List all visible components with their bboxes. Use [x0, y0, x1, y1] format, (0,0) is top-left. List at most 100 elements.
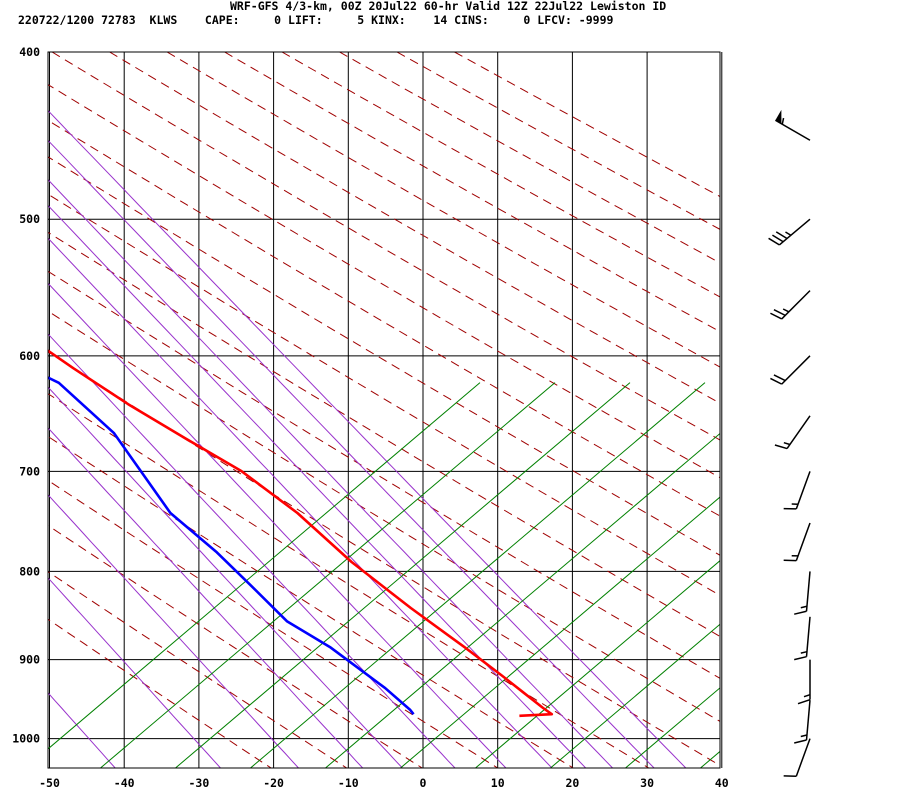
barb-flag [797, 698, 811, 705]
chart-title: WRF-GFS 4/3-km, 00Z 20Jul22 60-hr Valid … [230, 0, 667, 13]
x-tick-label: 20 [565, 776, 579, 790]
x-tick-label: 0 [420, 776, 427, 790]
mixing-ratio-line [48, 178, 613, 768]
y-tick-label: 600 [19, 349, 40, 363]
wind-barb [783, 471, 811, 510]
barb-flag [770, 377, 783, 385]
barb-pennant [775, 109, 782, 124]
barb-half-flag [800, 650, 808, 654]
axis-tick-labels: -50 -40 -30 -20 -10 0 10 20 30 40 400 500 600 700 800 9… [12, 45, 728, 790]
dry-adiabat [48, 119, 720, 517]
wind-barb [794, 571, 811, 615]
barb-staff [786, 415, 811, 450]
wind-barb [774, 109, 811, 141]
barb-flag [768, 237, 780, 246]
barb-flag [772, 234, 784, 243]
wind-barb [797, 659, 811, 705]
sounding-stats: 220722/1200 72783 KLWS CAPE: 0 LIFT: 5 K… [18, 13, 614, 27]
wind-barb [774, 415, 811, 450]
mixing-ratio-line [48, 333, 456, 768]
wind-barb [783, 738, 811, 777]
dry-adiabat [48, 524, 423, 768]
dry-adiabat [48, 84, 720, 479]
mixing-ratio-line [48, 577, 221, 768]
mixing-ratio-line [48, 427, 364, 768]
y-tick-label: 500 [19, 212, 40, 226]
dry-adiabat [48, 435, 574, 768]
dewpoint-profile [48, 376, 415, 716]
y-tick-label: 800 [19, 564, 40, 578]
dry-adiabat [48, 270, 720, 679]
moist-adiabat [324, 432, 720, 768]
mixing-ratio-line [48, 282, 507, 768]
mixing-ratio-line [48, 204, 587, 768]
dry-adiabat [339, 52, 720, 264]
barb-staff [795, 471, 811, 510]
dry-adiabat [396, 52, 720, 230]
mixing-ratio-line [48, 237, 553, 768]
mixing-ratio-line [48, 494, 299, 768]
y-tick-label: 700 [19, 464, 40, 478]
barb-flag [794, 739, 807, 744]
moist-adiabat [48, 382, 481, 750]
barb-flag [770, 312, 783, 320]
grid-lines [48, 51, 723, 768]
plot-frame [47, 51, 721, 769]
dry-adiabat [281, 52, 720, 298]
barb-staff [778, 218, 811, 246]
barb-staff [781, 355, 811, 385]
barb-flag [773, 309, 786, 317]
wind-barb [770, 290, 811, 320]
y-tick-label: 1000 [12, 732, 40, 746]
barb-flag [775, 231, 788, 240]
wind-barbs [768, 109, 811, 777]
mixing-ratio-line [48, 386, 403, 768]
moist-adiabat [99, 382, 556, 768]
barb-staff [805, 571, 811, 612]
barb-staff [781, 290, 811, 320]
y-tick-label: 400 [19, 45, 40, 59]
x-tick-label: 10 [491, 776, 505, 790]
dry-adiabat [48, 156, 720, 556]
temperature-profile [48, 349, 554, 718]
barb-flag [774, 444, 788, 450]
wind-barb [794, 616, 811, 661]
wind-barb [783, 522, 811, 562]
barb-half-flag [783, 441, 791, 446]
wind-barb [794, 700, 811, 744]
moist-adiabat [399, 496, 720, 768]
sounding-profiles [48, 349, 554, 718]
mixing-ratio-line [48, 692, 116, 768]
barb-staff [805, 616, 811, 657]
barb-half-flag [782, 308, 790, 313]
dry-adiabat [48, 310, 720, 722]
moist-adiabat [474, 560, 720, 768]
barb-staff [795, 522, 811, 561]
dry-adiabat [48, 479, 498, 768]
x-tick-label: 30 [640, 776, 654, 790]
x-tick-label: -20 [263, 776, 284, 790]
dry-adiabat [48, 618, 272, 768]
dry-adiabat [166, 52, 720, 368]
moist-adiabat [174, 382, 631, 768]
dry-adiabat [51, 52, 720, 441]
wind-barb [770, 355, 811, 385]
barb-half-flag [781, 117, 785, 125]
barb-flag [773, 374, 786, 382]
dry-adiabat [109, 52, 720, 404]
x-tick-label: -10 [338, 776, 359, 790]
wind-barb [768, 218, 811, 246]
y-tick-label: 900 [19, 653, 40, 667]
barb-staff [805, 700, 811, 741]
moist-adiabat [249, 382, 706, 768]
dry-adiabat [48, 571, 347, 768]
dry-adiabat [48, 231, 720, 638]
barb-half-flag [803, 693, 811, 698]
thermodynamic-guide-lines [48, 52, 720, 768]
x-tick-label: -30 [189, 776, 210, 790]
barb-flag [794, 610, 807, 615]
barb-half-flag [800, 605, 808, 609]
dry-adiabat [48, 393, 650, 768]
x-tick-label: -50 [39, 776, 60, 790]
